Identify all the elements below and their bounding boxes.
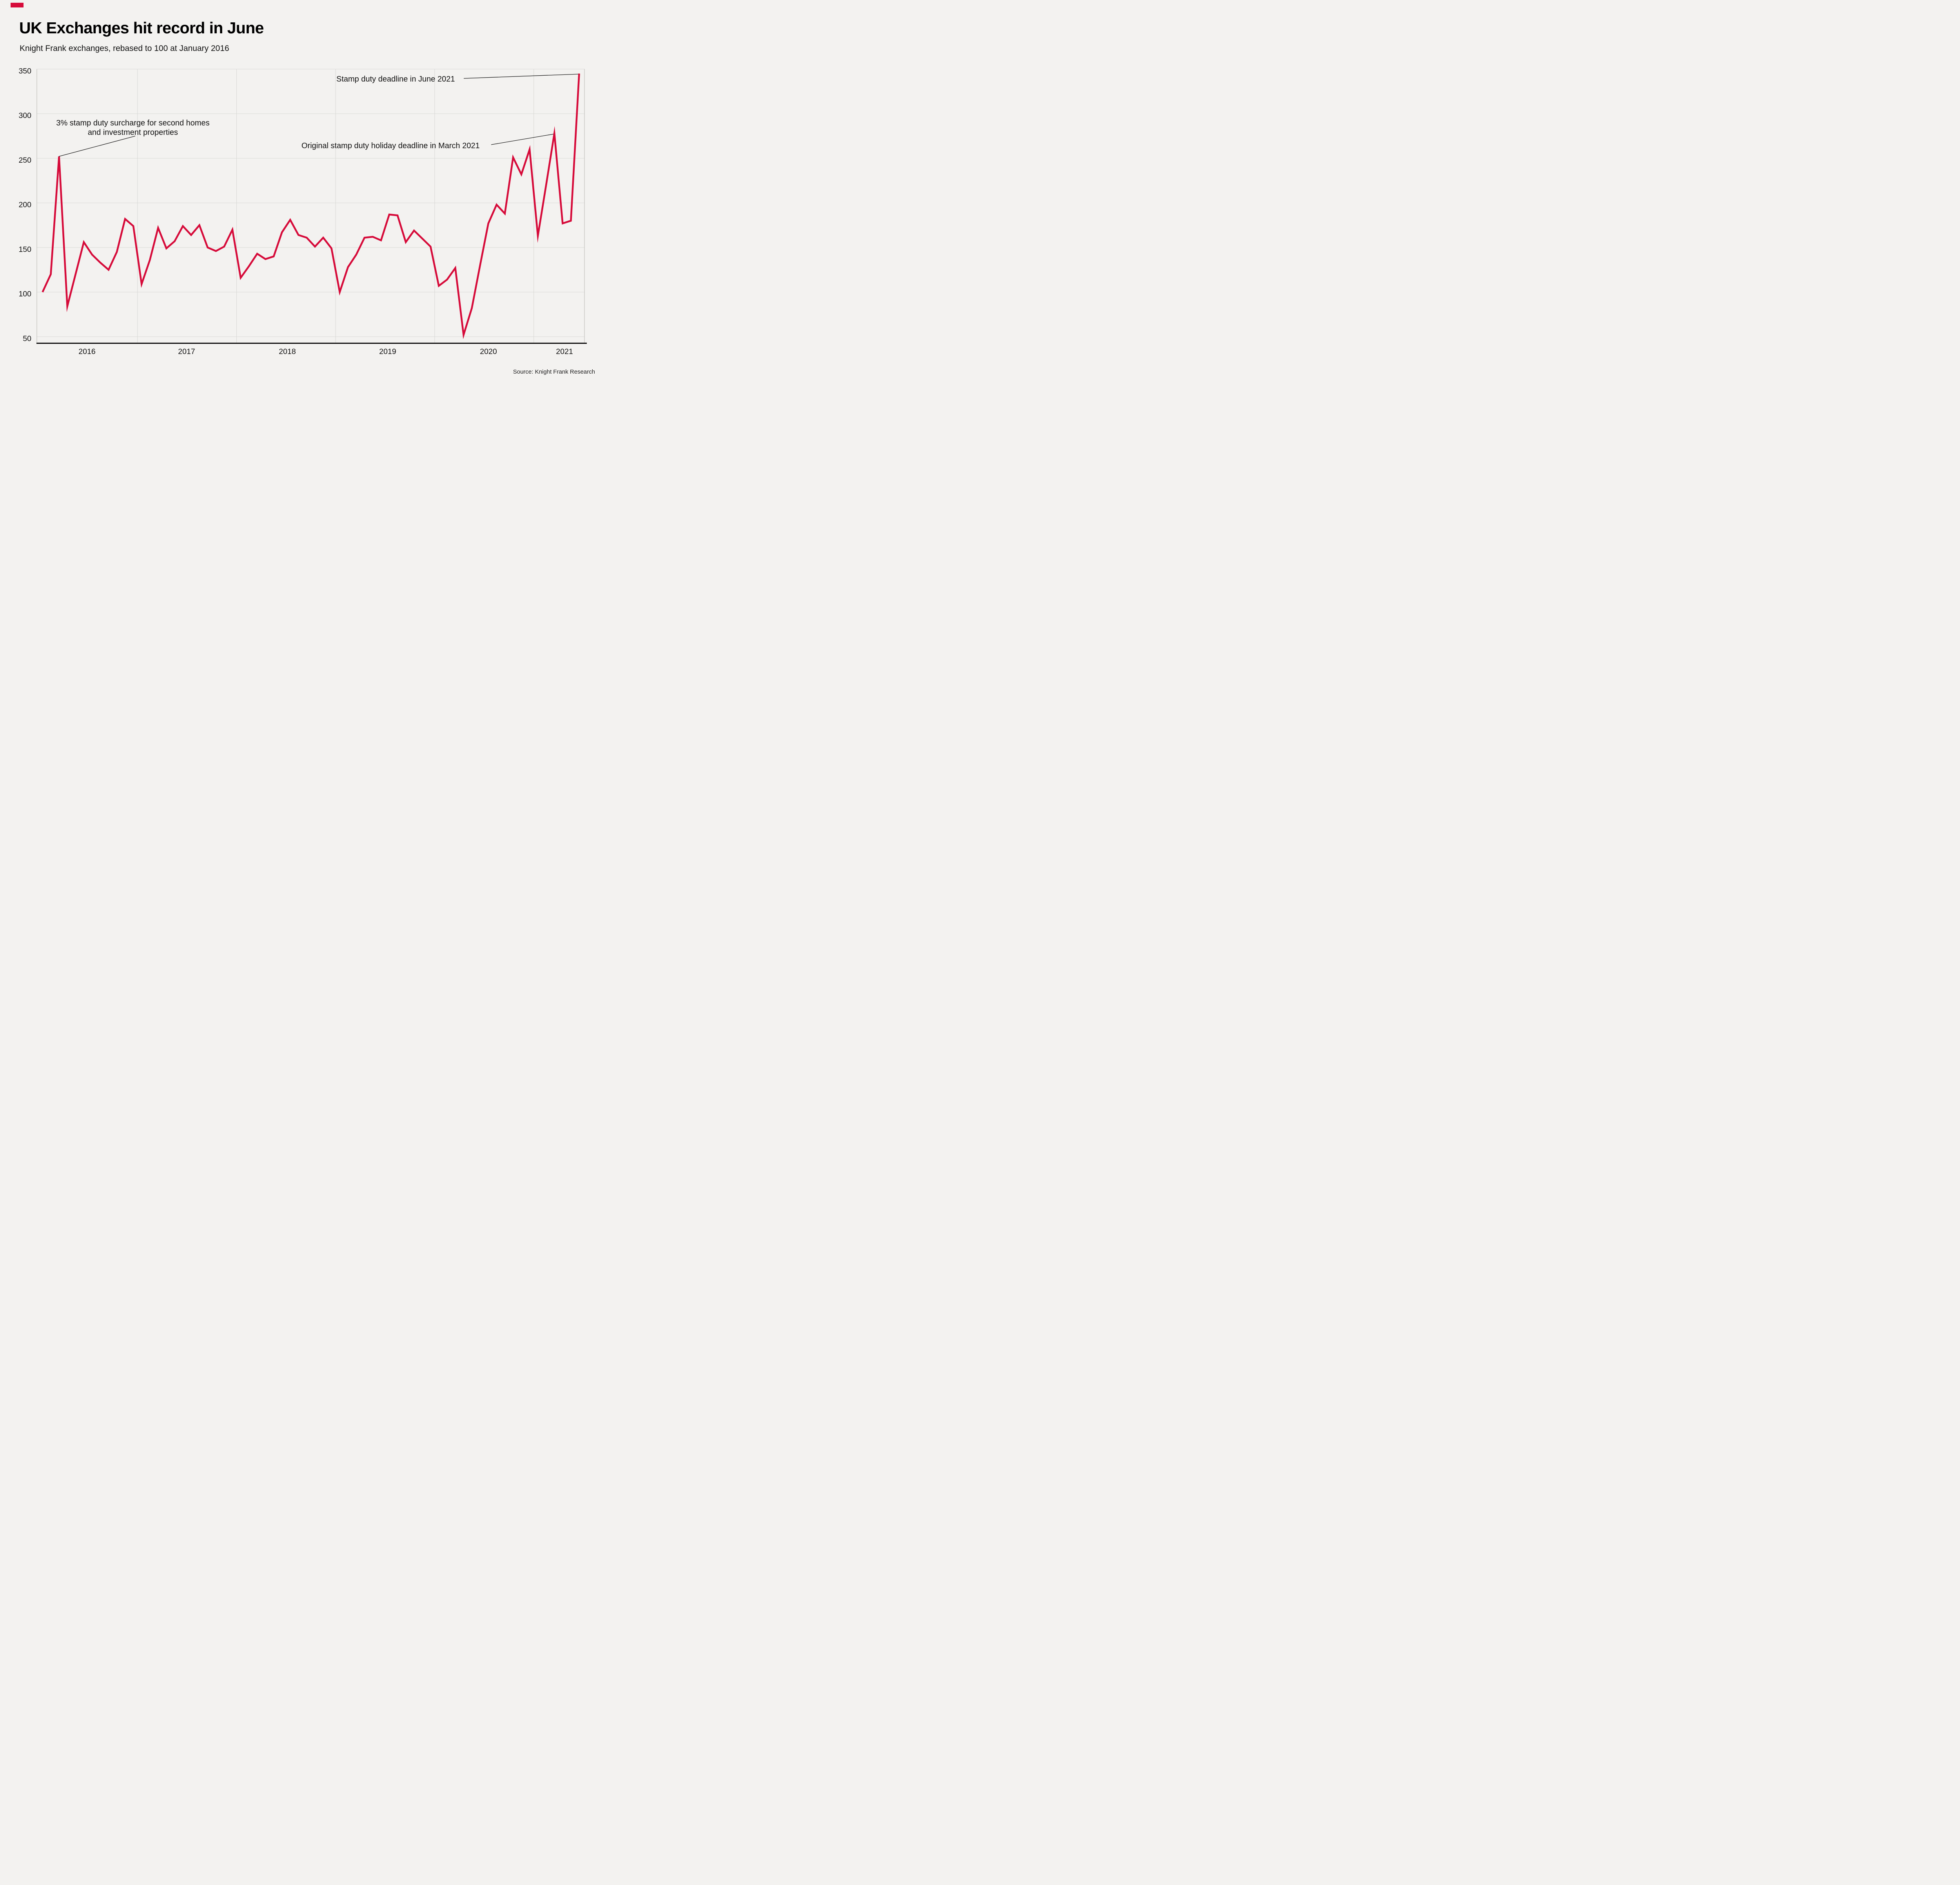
annotation-surcharge-line1: 3% stamp duty surcharge for second homes: [56, 119, 210, 127]
svg-text:2018: 2018: [279, 347, 296, 356]
svg-text:2016: 2016: [78, 347, 95, 356]
page-subtitle: Knight Frank exchanges, rebased to 100 a…: [20, 44, 229, 53]
svg-text:2019: 2019: [379, 347, 396, 356]
svg-text:200: 200: [18, 201, 31, 209]
svg-text:300: 300: [18, 111, 31, 120]
svg-text:250: 250: [18, 156, 31, 165]
annotation-june-deadline: Stamp duty deadline in June 2021: [336, 75, 455, 84]
svg-text:150: 150: [18, 245, 31, 254]
annotation-surcharge: 3% stamp duty surcharge for second homes…: [50, 118, 216, 137]
horizontal-gridlines: [37, 69, 584, 337]
page-title: UK Exchanges hit record in June: [19, 19, 264, 37]
vertical-gridlines: [36, 69, 585, 343]
data-series-line: [42, 73, 580, 340]
svg-text:2021: 2021: [556, 347, 573, 356]
svg-text:2017: 2017: [178, 347, 195, 356]
svg-text:350: 350: [18, 67, 31, 75]
y-axis-tick-labels: 50 100 150 200 250 300 350: [18, 67, 31, 343]
svg-text:50: 50: [23, 334, 31, 343]
line-chart: 50 100 150 200 250 300 350 2016 2017 2018 2019 202…: [18, 67, 587, 356]
x-axis-tick-labels: 2016 2017 2018 2019 2020 2021: [78, 347, 573, 356]
chart-area: UK Exchanges hit record in June Knight F…: [0, 0, 605, 396]
svg-text:2020: 2020: [480, 347, 497, 356]
annotation-surcharge-line2: and investment properties: [87, 128, 178, 137]
source-credit: Source: Knight Frank Research: [513, 369, 595, 375]
brand-logo: [11, 3, 24, 7]
annotation-march-deadline: Original stamp duty holiday deadline in …: [301, 142, 480, 150]
annotation-callout-lines: [58, 74, 579, 157]
svg-text:100: 100: [18, 290, 31, 298]
